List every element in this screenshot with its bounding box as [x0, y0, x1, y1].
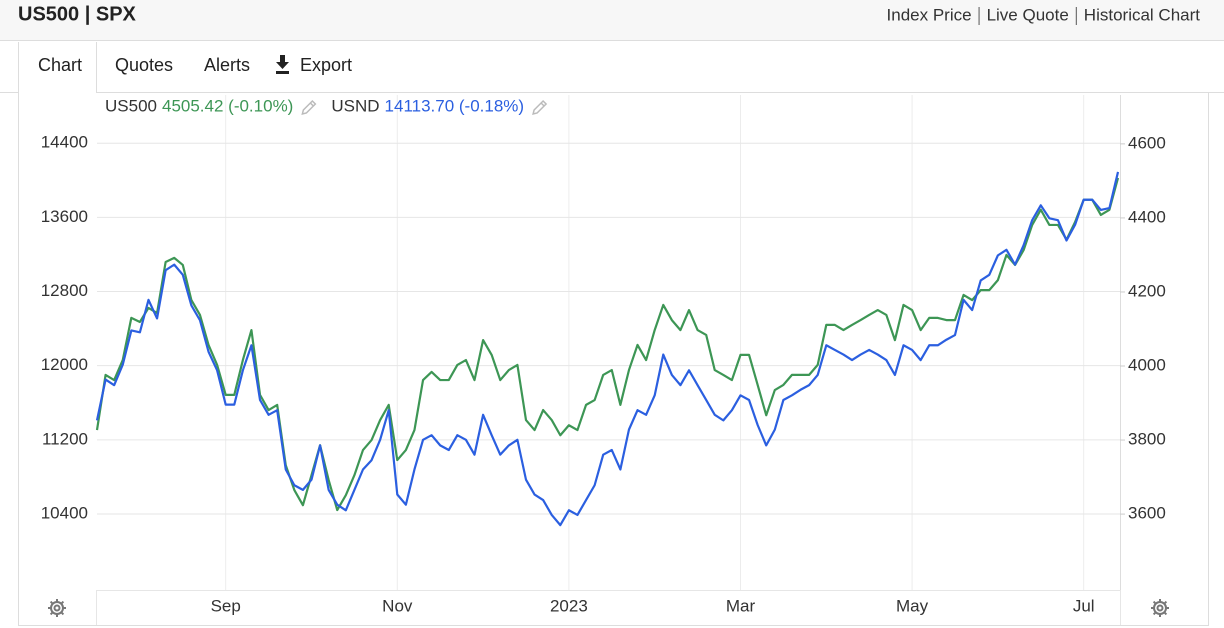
series-line — [95, 171, 1120, 527]
page-title: US500 | SPX — [18, 3, 137, 25]
y2-tick-label: 3600 — [1128, 504, 1166, 523]
legend-name: US500 — [105, 96, 157, 115]
y-tick-label: 12000 — [41, 355, 88, 374]
legend-quote: 4505.42 (-0.10%) — [162, 96, 293, 115]
y2-tick-label: 4400 — [1128, 207, 1166, 226]
nav-link[interactable]: Historical Chart — [1084, 5, 1200, 24]
tab[interactable]: Chart — [38, 55, 82, 75]
tab[interactable]: Export — [300, 55, 352, 75]
y-tick-label: 14400 — [41, 133, 88, 152]
nav: Historical Chart Live Quote Index Price — [887, 5, 1200, 25]
x-tick-label: May — [896, 596, 929, 615]
x-tick-label: Mar — [726, 596, 756, 615]
x-tick-label: Nov — [382, 596, 413, 615]
edit-icon[interactable] — [532, 99, 548, 116]
y2-tick-label: 4200 — [1128, 281, 1166, 300]
nav-link[interactable]: Live Quote — [987, 5, 1069, 24]
y-tick-label: 13600 — [41, 207, 88, 226]
edit-icon-shape — [301, 99, 317, 116]
y-tick-label: 10400 — [41, 503, 88, 522]
x-tick-label: Jul — [1073, 596, 1095, 615]
header-bar — [0, 0, 1224, 40]
export-icon[interactable] — [276, 55, 289, 74]
y2-tick-label: 3800 — [1128, 430, 1166, 449]
x-tick-label: 2023 — [550, 596, 588, 615]
legend-quote: 14113.70 (-0.18%) — [385, 96, 525, 115]
series-line — [95, 177, 1120, 512]
y2-tick-label: 4000 — [1128, 355, 1166, 374]
y2-tick-label: 4600 — [1128, 133, 1166, 152]
settings-icon[interactable] — [48, 599, 66, 617]
y-tick-label: 11200 — [42, 429, 88, 448]
y-tick-label: 12800 — [41, 281, 88, 300]
edit-icon[interactable] — [301, 99, 317, 116]
nav-link[interactable]: Index Price — [887, 5, 972, 24]
edit-icon-shape — [532, 99, 548, 116]
settings-icon[interactable] — [1151, 599, 1169, 617]
tab[interactable]: Alerts — [204, 55, 250, 75]
legend-name: USND — [331, 96, 379, 115]
tab[interactable]: Quotes — [115, 55, 173, 75]
x-tick-label: Sep — [211, 596, 241, 615]
